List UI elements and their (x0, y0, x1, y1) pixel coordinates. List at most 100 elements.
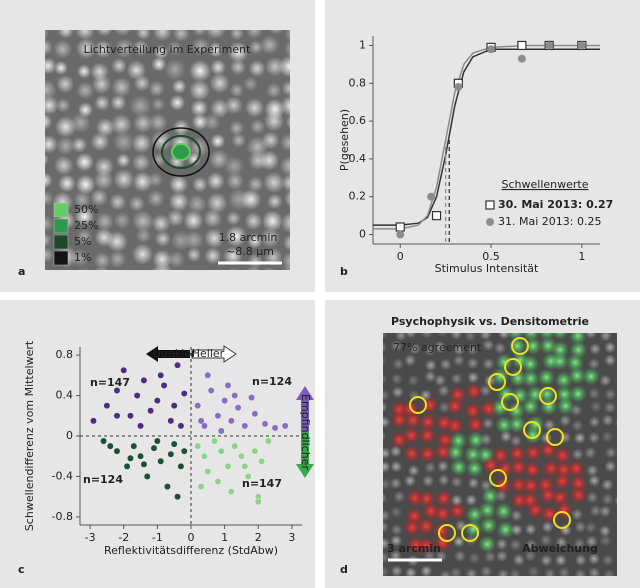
cone (616, 436, 617, 438)
cone (383, 565, 390, 576)
cone (204, 30, 227, 40)
cone (464, 382, 483, 401)
cone (391, 386, 404, 399)
cone (45, 135, 58, 154)
cone (601, 493, 614, 506)
cone (484, 550, 497, 563)
point (217, 447, 225, 455)
point (201, 422, 208, 430)
point (194, 402, 202, 410)
cone (260, 227, 281, 248)
cone (553, 446, 572, 465)
cone (604, 354, 617, 367)
cone (224, 96, 243, 115)
point (153, 437, 161, 445)
cone (280, 211, 290, 234)
point (221, 397, 229, 405)
cone (521, 476, 540, 495)
cone (588, 415, 601, 428)
cone (132, 171, 153, 192)
cone (446, 443, 465, 462)
point (113, 387, 121, 394)
cone (465, 493, 478, 506)
cone (76, 228, 93, 245)
cone (111, 57, 127, 74)
fit-line (373, 44, 600, 230)
cone (495, 415, 514, 434)
cone (169, 94, 186, 111)
point (150, 444, 158, 452)
point (224, 382, 232, 389)
cone (588, 566, 601, 576)
cone (106, 230, 128, 253)
cone (559, 524, 572, 537)
point (395, 222, 405, 232)
mismatch-ring (438, 524, 456, 542)
cone (390, 534, 403, 547)
cone (509, 568, 522, 576)
point (517, 54, 526, 63)
x-tick-label: -3 (85, 531, 96, 544)
legend-swatch (53, 234, 69, 250)
cone (113, 211, 131, 230)
y-tick-label: 0.8 (56, 348, 74, 361)
cone (45, 215, 54, 232)
cone (468, 552, 481, 565)
y-tick-label: 0.4 (56, 389, 74, 402)
mismatch-ring (489, 469, 507, 487)
cone (208, 42, 224, 58)
cone (192, 30, 208, 37)
point (157, 457, 165, 465)
mismatch-ring (539, 387, 557, 405)
mismatch-ring (488, 373, 506, 391)
panel-label: a (18, 265, 25, 278)
cone (555, 536, 568, 549)
cone (151, 214, 171, 233)
point (90, 417, 97, 425)
point (177, 422, 185, 430)
cone (263, 171, 285, 194)
cone (407, 464, 420, 477)
cone (569, 333, 588, 345)
cone (45, 113, 53, 130)
cone (599, 505, 612, 518)
cone (383, 447, 391, 460)
point (197, 417, 205, 425)
point (167, 450, 175, 458)
point (264, 437, 272, 445)
point (577, 41, 586, 50)
cone (45, 232, 52, 248)
point (244, 473, 252, 480)
cone (521, 397, 540, 416)
cone (247, 253, 264, 269)
cone (383, 401, 388, 413)
legend-marker (485, 200, 495, 210)
cone (226, 211, 241, 226)
arrow-right (191, 345, 237, 363)
cone (45, 30, 50, 41)
mismatch-ring (409, 396, 427, 414)
x-tick-label: -2 (118, 531, 129, 544)
cone (495, 550, 508, 563)
cone (480, 433, 493, 446)
cone (466, 357, 479, 370)
cone (418, 413, 437, 432)
cone (190, 99, 208, 117)
cone (571, 508, 584, 521)
cone (191, 37, 211, 57)
cone (75, 174, 96, 195)
cone (466, 431, 485, 450)
cone (53, 155, 74, 176)
cone (446, 397, 465, 416)
cone (224, 156, 245, 177)
cone (584, 446, 597, 459)
point (133, 392, 141, 399)
cone (404, 333, 417, 339)
cone (390, 565, 403, 576)
cone (229, 83, 244, 98)
cone (521, 355, 540, 374)
point (127, 412, 134, 420)
cone (494, 342, 507, 355)
cone (390, 523, 403, 536)
cone (584, 521, 597, 534)
